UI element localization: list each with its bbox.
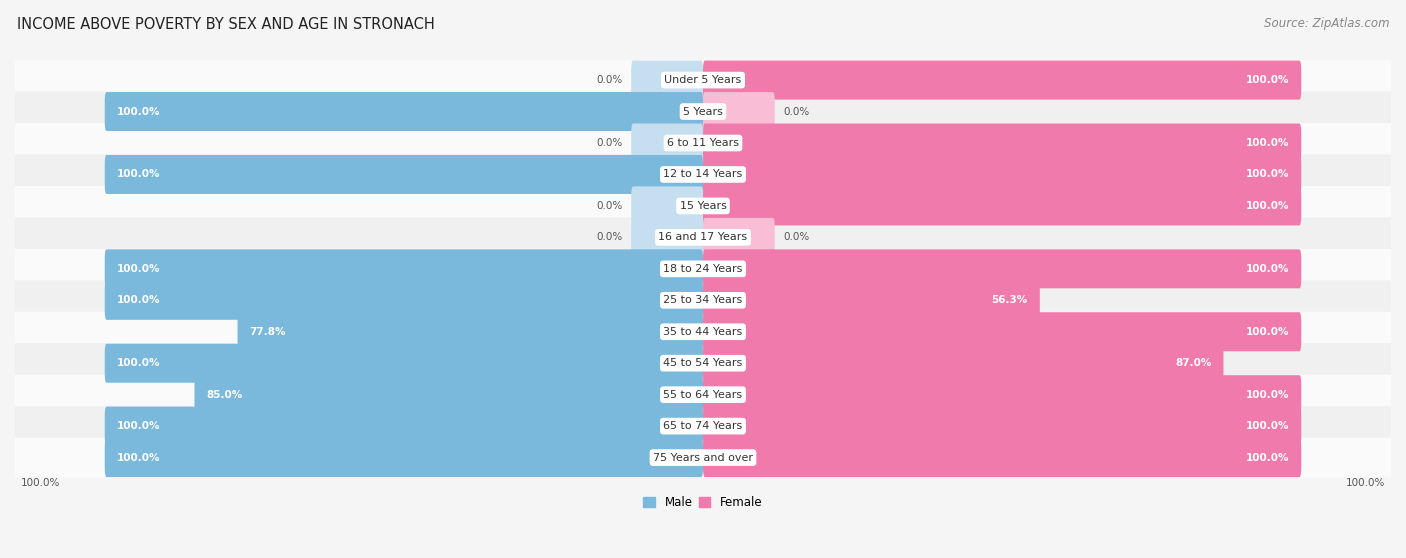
- Text: 100.0%: 100.0%: [117, 170, 160, 180]
- Text: 87.0%: 87.0%: [1175, 358, 1212, 368]
- Text: 0.0%: 0.0%: [596, 201, 623, 211]
- FancyBboxPatch shape: [14, 280, 1392, 320]
- Text: 100.0%: 100.0%: [1346, 478, 1385, 488]
- Text: 100.0%: 100.0%: [1246, 421, 1289, 431]
- Text: 100.0%: 100.0%: [1246, 264, 1289, 274]
- Text: 0.0%: 0.0%: [783, 107, 810, 117]
- Text: 55 to 64 Years: 55 to 64 Years: [664, 389, 742, 400]
- FancyBboxPatch shape: [703, 375, 1302, 414]
- Text: 0.0%: 0.0%: [596, 138, 623, 148]
- FancyBboxPatch shape: [631, 218, 703, 257]
- Text: 100.0%: 100.0%: [1246, 75, 1289, 85]
- FancyBboxPatch shape: [703, 218, 775, 257]
- Text: 100.0%: 100.0%: [1246, 389, 1289, 400]
- Text: 5 Years: 5 Years: [683, 107, 723, 117]
- Text: 100.0%: 100.0%: [1246, 138, 1289, 148]
- Text: 75 Years and over: 75 Years and over: [652, 453, 754, 463]
- Text: 100.0%: 100.0%: [1246, 201, 1289, 211]
- FancyBboxPatch shape: [14, 186, 1392, 226]
- Text: INCOME ABOVE POVERTY BY SEX AND AGE IN STRONACH: INCOME ABOVE POVERTY BY SEX AND AGE IN S…: [17, 17, 434, 32]
- FancyBboxPatch shape: [14, 406, 1392, 446]
- FancyBboxPatch shape: [703, 186, 1302, 225]
- FancyBboxPatch shape: [703, 438, 1302, 477]
- Text: 56.3%: 56.3%: [991, 295, 1028, 305]
- FancyBboxPatch shape: [14, 92, 1392, 132]
- FancyBboxPatch shape: [631, 186, 703, 225]
- FancyBboxPatch shape: [631, 61, 703, 99]
- Text: 25 to 34 Years: 25 to 34 Years: [664, 295, 742, 305]
- Text: 100.0%: 100.0%: [117, 107, 160, 117]
- Text: 0.0%: 0.0%: [596, 232, 623, 242]
- Text: Source: ZipAtlas.com: Source: ZipAtlas.com: [1264, 17, 1389, 30]
- FancyBboxPatch shape: [703, 281, 1040, 320]
- Text: 77.8%: 77.8%: [249, 327, 285, 337]
- FancyBboxPatch shape: [703, 249, 1302, 288]
- FancyBboxPatch shape: [104, 155, 703, 194]
- Text: 100.0%: 100.0%: [1246, 170, 1289, 180]
- Text: 65 to 74 Years: 65 to 74 Years: [664, 421, 742, 431]
- FancyBboxPatch shape: [703, 123, 1302, 162]
- Text: 18 to 24 Years: 18 to 24 Years: [664, 264, 742, 274]
- FancyBboxPatch shape: [703, 61, 1302, 99]
- Text: 100.0%: 100.0%: [117, 453, 160, 463]
- Text: 45 to 54 Years: 45 to 54 Years: [664, 358, 742, 368]
- Text: 100.0%: 100.0%: [117, 295, 160, 305]
- FancyBboxPatch shape: [703, 92, 775, 131]
- FancyBboxPatch shape: [104, 92, 703, 131]
- FancyBboxPatch shape: [703, 407, 1302, 446]
- FancyBboxPatch shape: [14, 437, 1392, 478]
- Text: 0.0%: 0.0%: [596, 75, 623, 85]
- FancyBboxPatch shape: [104, 249, 703, 288]
- Text: 100.0%: 100.0%: [117, 264, 160, 274]
- FancyBboxPatch shape: [104, 438, 703, 477]
- Text: 12 to 14 Years: 12 to 14 Years: [664, 170, 742, 180]
- Text: 35 to 44 Years: 35 to 44 Years: [664, 327, 742, 337]
- Text: 100.0%: 100.0%: [117, 421, 160, 431]
- FancyBboxPatch shape: [14, 155, 1392, 194]
- FancyBboxPatch shape: [194, 375, 703, 414]
- FancyBboxPatch shape: [104, 281, 703, 320]
- FancyBboxPatch shape: [703, 344, 1223, 383]
- FancyBboxPatch shape: [104, 407, 703, 446]
- FancyBboxPatch shape: [14, 123, 1392, 163]
- FancyBboxPatch shape: [14, 218, 1392, 257]
- FancyBboxPatch shape: [238, 312, 703, 351]
- FancyBboxPatch shape: [14, 343, 1392, 383]
- Text: 6 to 11 Years: 6 to 11 Years: [666, 138, 740, 148]
- FancyBboxPatch shape: [703, 312, 1302, 351]
- Text: 100.0%: 100.0%: [1246, 327, 1289, 337]
- Text: 16 and 17 Years: 16 and 17 Years: [658, 232, 748, 242]
- FancyBboxPatch shape: [14, 312, 1392, 352]
- Text: 100.0%: 100.0%: [21, 478, 60, 488]
- Text: 0.0%: 0.0%: [783, 232, 810, 242]
- Text: 100.0%: 100.0%: [1246, 453, 1289, 463]
- FancyBboxPatch shape: [14, 249, 1392, 289]
- FancyBboxPatch shape: [14, 374, 1392, 415]
- Text: 100.0%: 100.0%: [117, 358, 160, 368]
- FancyBboxPatch shape: [703, 155, 1302, 194]
- FancyBboxPatch shape: [631, 123, 703, 162]
- Text: 15 Years: 15 Years: [679, 201, 727, 211]
- Text: 85.0%: 85.0%: [207, 389, 243, 400]
- FancyBboxPatch shape: [14, 60, 1392, 100]
- FancyBboxPatch shape: [104, 344, 703, 383]
- Legend: Male, Female: Male, Female: [638, 492, 768, 514]
- Text: Under 5 Years: Under 5 Years: [665, 75, 741, 85]
